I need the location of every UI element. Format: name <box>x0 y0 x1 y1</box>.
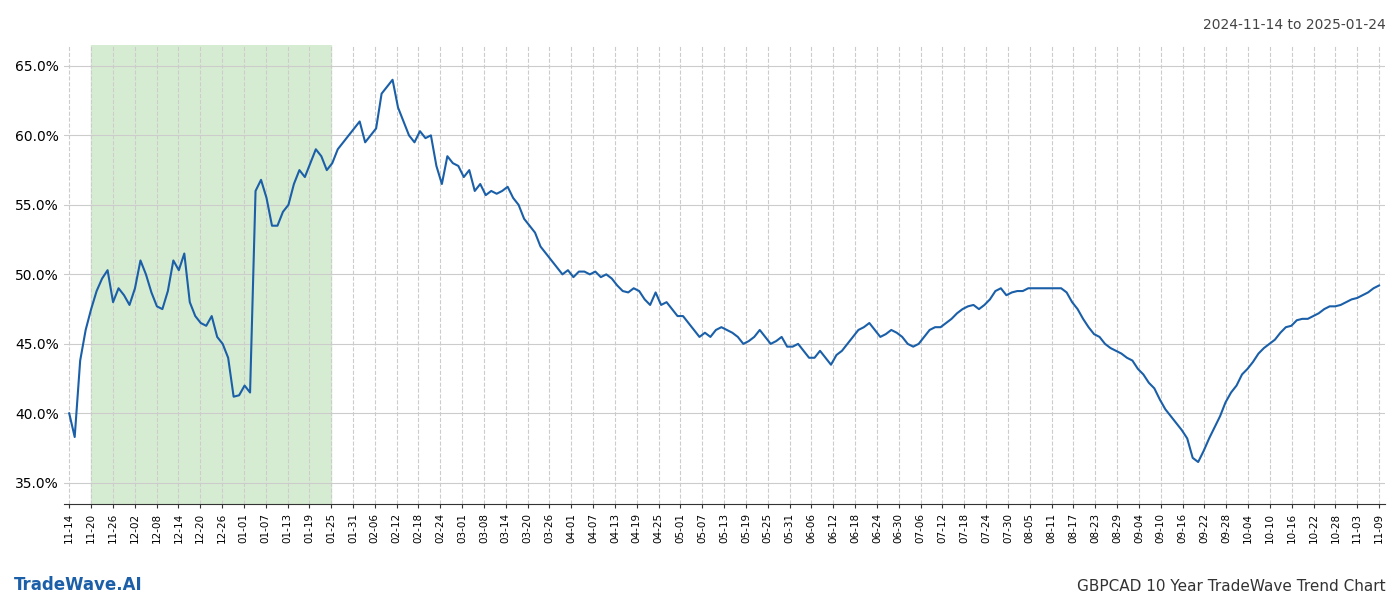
Text: TradeWave.AI: TradeWave.AI <box>14 576 143 594</box>
Text: 2024-11-14 to 2025-01-24: 2024-11-14 to 2025-01-24 <box>1203 18 1386 32</box>
Bar <box>91 45 332 504</box>
Text: GBPCAD 10 Year TradeWave Trend Chart: GBPCAD 10 Year TradeWave Trend Chart <box>1078 579 1386 594</box>
